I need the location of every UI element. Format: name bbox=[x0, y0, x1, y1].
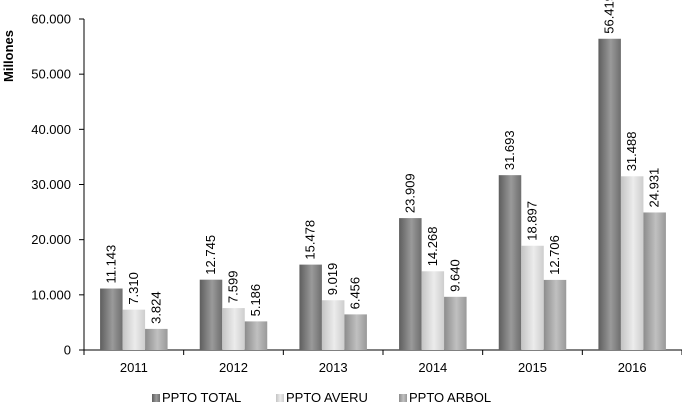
bar bbox=[399, 218, 422, 350]
data-label: 6.456 bbox=[348, 277, 363, 310]
bar bbox=[498, 175, 522, 350]
data-label: 15.478 bbox=[303, 220, 318, 260]
bar bbox=[222, 308, 245, 350]
bars bbox=[100, 38, 666, 350]
data-label: 18.897 bbox=[525, 201, 540, 241]
bar bbox=[444, 296, 467, 350]
data-label: 9.019 bbox=[325, 263, 340, 296]
bar bbox=[299, 264, 322, 350]
data-labels: 11.143 7.310 3.824 12.745 7.599 5.186 15.478 9.… bbox=[103, 0, 661, 324]
y-axis-label: Millones bbox=[1, 30, 16, 82]
bar bbox=[620, 176, 644, 350]
bar bbox=[521, 245, 544, 350]
data-label: 24.931 bbox=[647, 168, 662, 208]
data-label: 56.419 bbox=[602, 0, 617, 34]
data-label: 7.599 bbox=[226, 271, 241, 304]
data-label: 12.706 bbox=[547, 235, 562, 275]
y-tick-label: 20.000 bbox=[31, 232, 71, 247]
y-tick-label: 60.000 bbox=[31, 12, 71, 27]
data-label: 11.143 bbox=[103, 245, 118, 284]
x-tick-label: 2015 bbox=[518, 360, 547, 375]
data-label: 31.693 bbox=[502, 130, 517, 170]
data-label: 12.745 bbox=[203, 235, 218, 275]
bar bbox=[344, 314, 367, 350]
legend: PPTO TOTAL PPTO AVERU PPTO ARBOL bbox=[152, 390, 491, 405]
data-label: 14.268 bbox=[425, 227, 440, 267]
data-label: 7.310 bbox=[126, 272, 141, 305]
x-tick-label: 2013 bbox=[319, 360, 348, 375]
data-label: 23.909 bbox=[402, 173, 417, 213]
data-label: 31.488 bbox=[624, 132, 639, 172]
legend-swatch bbox=[152, 394, 160, 402]
x-tick-label: 2011 bbox=[120, 360, 148, 375]
data-label: 3.824 bbox=[148, 291, 163, 324]
x-tick-label: 2016 bbox=[618, 360, 647, 375]
bar bbox=[598, 38, 621, 350]
bar bbox=[100, 288, 123, 350]
bar bbox=[244, 321, 268, 350]
x-tick-label: 2014 bbox=[418, 360, 447, 375]
y-tick-label: 10.000 bbox=[31, 287, 71, 302]
y-axis: 0 10.000 20.000 30.000 40.000 50.000 60.000 bbox=[31, 12, 85, 358]
bar bbox=[421, 271, 445, 350]
bar bbox=[321, 300, 345, 350]
y-tick-label: 30.000 bbox=[31, 177, 71, 192]
legend-label: PPTO TOTAL bbox=[162, 390, 241, 405]
bar bbox=[543, 279, 567, 350]
data-label: 5.186 bbox=[248, 284, 263, 317]
legend-swatch bbox=[276, 394, 284, 402]
y-tick-label: 40.000 bbox=[31, 122, 71, 137]
bar bbox=[643, 212, 666, 350]
y-tick-label: 50.000 bbox=[31, 67, 71, 82]
y-tick-label: 0 bbox=[64, 343, 71, 358]
x-axis: 2011 2012 2013 2014 2015 2016 bbox=[83, 349, 682, 375]
legend-label: PPTO AVERU bbox=[286, 390, 368, 405]
bar bbox=[122, 309, 146, 350]
data-label: 9.640 bbox=[447, 259, 462, 292]
legend-swatch bbox=[399, 394, 407, 402]
bar bbox=[145, 328, 168, 350]
legend-label: PPTO ARBOL bbox=[409, 390, 491, 405]
bar bbox=[199, 279, 223, 350]
x-tick-label: 2012 bbox=[219, 360, 248, 375]
